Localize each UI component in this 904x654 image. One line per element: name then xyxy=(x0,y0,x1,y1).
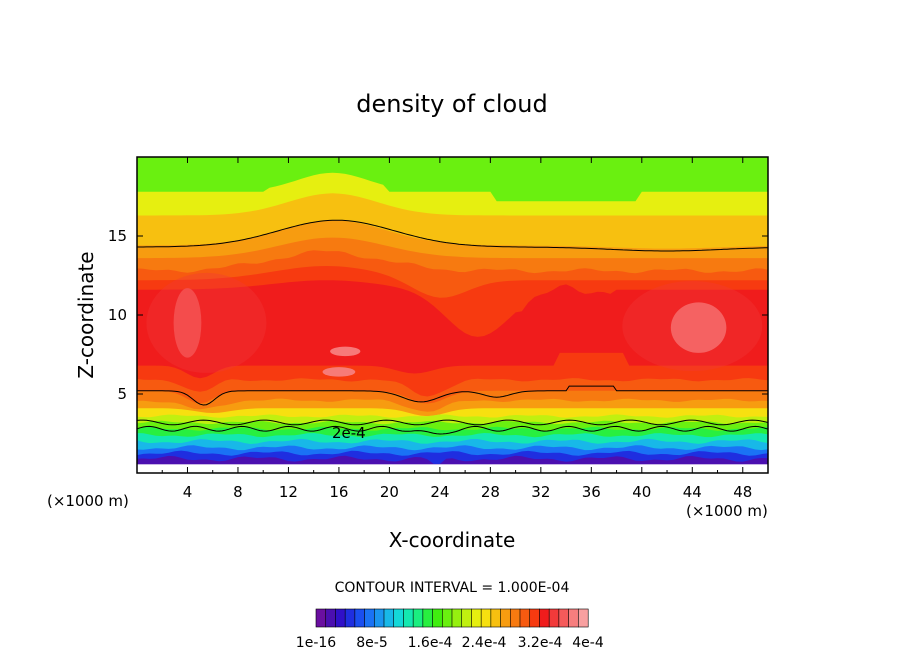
colorbar-swatch xyxy=(548,608,560,628)
colorbar-swatch xyxy=(539,608,550,628)
warm-core-right xyxy=(622,281,763,372)
x-axis-ticks: 4 8 12 16 20 24 28 32 36 40 44 48 xyxy=(161,157,752,501)
colorbar-labels: 1e-16 8e-5 1.6e-4 2.4e-4 3.2e-4 4e-4 xyxy=(296,635,604,651)
colorbar-label: 1.6e-4 xyxy=(408,635,453,651)
x-tick-label: 28 xyxy=(481,483,500,501)
x-tick-label: 16 xyxy=(329,483,348,501)
colorbar-swatch xyxy=(344,608,356,628)
y-tick-label: 5 xyxy=(117,385,127,403)
y-tick-label: 15 xyxy=(108,227,127,245)
x-tick-label: 8 xyxy=(233,483,243,501)
x-tick-label: 4 xyxy=(183,483,193,501)
colorbar-swatch xyxy=(529,608,540,628)
colorbar-swatch xyxy=(364,608,375,628)
y-axis-title: Z-coordinate xyxy=(74,251,98,378)
colorbar xyxy=(315,608,589,628)
colorbar-swatch xyxy=(568,608,579,628)
colorbar-swatch xyxy=(373,608,385,628)
contour-lines xyxy=(137,219,768,435)
colorbar-swatch xyxy=(393,608,404,628)
x-tick-label: 12 xyxy=(279,483,298,501)
contour-line-2 xyxy=(137,385,768,406)
x-tick-label: 44 xyxy=(683,483,702,501)
bright-core-3 xyxy=(330,346,361,357)
contour-line-1 xyxy=(137,219,768,252)
x-tick-label: 40 xyxy=(632,483,651,501)
x-tick-label: 20 xyxy=(380,483,399,501)
colorbar-swatch xyxy=(412,608,424,628)
colorbar-swatch xyxy=(432,608,443,628)
x-tick-label: 24 xyxy=(430,483,449,501)
contour-label: 2e-4 xyxy=(332,424,366,442)
colorbar-swatch xyxy=(577,608,589,628)
colorbar-swatch xyxy=(471,608,482,628)
colorbar-label: 4e-4 xyxy=(572,635,604,651)
warm-core-left xyxy=(146,272,267,373)
colorbar-swatch xyxy=(335,608,346,628)
colorbar-swatch xyxy=(509,608,521,628)
colorbar-swatch xyxy=(461,608,472,628)
bright-core-4 xyxy=(322,367,356,377)
colorbar-swatch xyxy=(519,608,531,628)
bright-core-1 xyxy=(173,288,202,358)
x-tick-label: 36 xyxy=(582,483,601,501)
x-tick-label: 48 xyxy=(733,483,752,501)
colorbar-label: 1e-16 xyxy=(296,635,336,651)
colorbar-swatch xyxy=(500,608,511,628)
colorbar-swatch xyxy=(490,608,502,628)
ground-strip xyxy=(137,464,768,473)
colorbar-swatch xyxy=(480,608,492,628)
contour-line-4 xyxy=(137,419,768,426)
contour-line-3 xyxy=(137,425,768,435)
x-tick-label: 32 xyxy=(531,483,550,501)
colorbar-label: 2.4e-4 xyxy=(462,635,507,651)
density-field xyxy=(137,157,768,473)
colorbar-swatch xyxy=(383,608,395,628)
colorbar-label: 8e-5 xyxy=(356,635,387,651)
colorbar-swatch xyxy=(558,608,570,628)
colorbar-swatch xyxy=(354,608,366,628)
colorbar-label: 3.2e-4 xyxy=(518,635,563,651)
colorbar-swatch xyxy=(325,608,336,628)
x-unit-left: (×1000 m) xyxy=(47,492,129,510)
colorbar-swatch xyxy=(422,608,434,628)
chart-title: density of cloud xyxy=(356,90,547,118)
y-tick-label: 10 xyxy=(108,306,127,324)
x-axis-title: X-coordinate xyxy=(389,528,516,552)
x-unit-right: (×1000 m) xyxy=(686,502,768,520)
colorbar-swatch xyxy=(403,608,414,628)
colorbar-swatch xyxy=(315,608,327,628)
colorbar-swatch xyxy=(441,608,453,628)
y-axis-ticks: 5 10 15 xyxy=(108,227,768,403)
colorbar-swatch xyxy=(451,608,463,628)
bright-core-2 xyxy=(670,302,727,353)
contour-interval-text: CONTOUR INTERVAL = 1.000E-04 xyxy=(335,580,570,596)
